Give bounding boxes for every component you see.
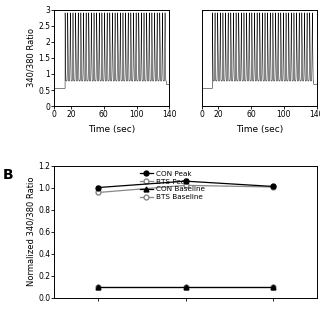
- Y-axis label: 340/380 Ratio: 340/380 Ratio: [26, 28, 35, 87]
- Legend: CON Peak, BTS Peak, CON Baseline, BTS Baseline: CON Peak, BTS Peak, CON Baseline, BTS Ba…: [137, 168, 207, 203]
- X-axis label: Time (sec): Time (sec): [236, 125, 283, 134]
- Y-axis label: Normalized 340/380 Ratio: Normalized 340/380 Ratio: [26, 177, 35, 286]
- X-axis label: Time (sec): Time (sec): [88, 125, 136, 134]
- Text: B: B: [3, 168, 14, 182]
